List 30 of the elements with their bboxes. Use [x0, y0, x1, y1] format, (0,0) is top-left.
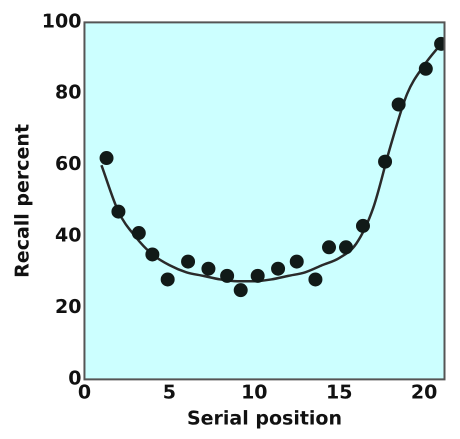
- point: [234, 283, 248, 298]
- point: [322, 240, 336, 254]
- point: [132, 226, 146, 240]
- y-tick-label: 100: [42, 10, 82, 32]
- point: [339, 240, 353, 254]
- point: [181, 254, 196, 269]
- point: [308, 272, 322, 286]
- point: [250, 268, 265, 283]
- point: [145, 247, 160, 262]
- point: [378, 154, 392, 169]
- x-tick-label: 5: [162, 382, 176, 404]
- y-tick-label: 60: [55, 153, 82, 176]
- x-tick-label: 10: [241, 382, 268, 404]
- x-axis-title: Serial position: [186, 408, 342, 430]
- point: [111, 204, 126, 219]
- point: [356, 218, 370, 233]
- x-tick-label: 15: [326, 382, 352, 404]
- point: [290, 254, 304, 269]
- x-tick-label: 20: [410, 382, 438, 404]
- point: [418, 62, 433, 76]
- y-tick-label: 20: [55, 296, 82, 318]
- point: [201, 262, 216, 276]
- point: [160, 272, 175, 286]
- point: [271, 262, 286, 276]
- y-axis-title: Recall percent: [11, 124, 34, 278]
- y-tick-label: 40: [55, 224, 82, 247]
- point: [220, 268, 234, 283]
- point: [392, 98, 406, 112]
- y-tick-label: 80: [55, 82, 82, 104]
- point: [100, 151, 114, 166]
